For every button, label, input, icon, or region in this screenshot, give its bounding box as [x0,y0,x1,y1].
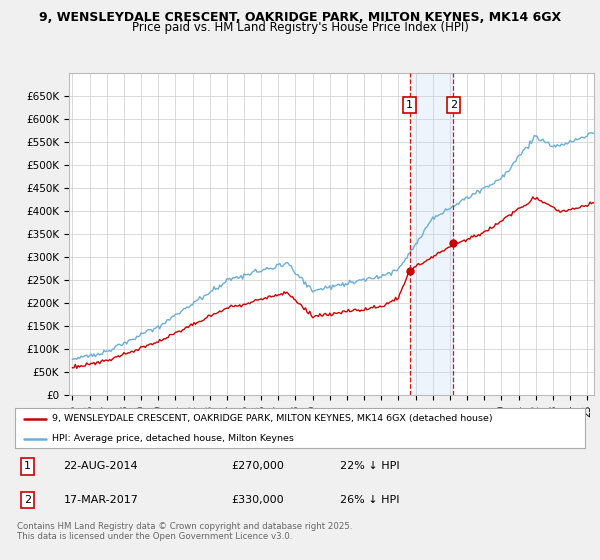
Text: 1: 1 [24,461,31,472]
Text: Contains HM Land Registry data © Crown copyright and database right 2025.
This d: Contains HM Land Registry data © Crown c… [17,522,352,542]
Text: 17-MAR-2017: 17-MAR-2017 [64,495,139,505]
Text: 22% ↓ HPI: 22% ↓ HPI [340,461,400,472]
Text: 9, WENSLEYDALE CRESCENT, OAKRIDGE PARK, MILTON KEYNES, MK14 6GX: 9, WENSLEYDALE CRESCENT, OAKRIDGE PARK, … [39,11,561,24]
Text: Price paid vs. HM Land Registry's House Price Index (HPI): Price paid vs. HM Land Registry's House … [131,21,469,34]
Text: 26% ↓ HPI: 26% ↓ HPI [340,495,400,505]
Text: 9, WENSLEYDALE CRESCENT, OAKRIDGE PARK, MILTON KEYNES, MK14 6GX (detached house): 9, WENSLEYDALE CRESCENT, OAKRIDGE PARK, … [52,414,493,423]
Text: £270,000: £270,000 [232,461,284,472]
Text: 1: 1 [406,100,413,110]
Text: HPI: Average price, detached house, Milton Keynes: HPI: Average price, detached house, Milt… [52,434,294,443]
Text: 2: 2 [24,495,31,505]
Text: 22-AUG-2014: 22-AUG-2014 [64,461,138,472]
Text: £330,000: £330,000 [232,495,284,505]
Text: 2: 2 [450,100,457,110]
Bar [410,73,454,395]
